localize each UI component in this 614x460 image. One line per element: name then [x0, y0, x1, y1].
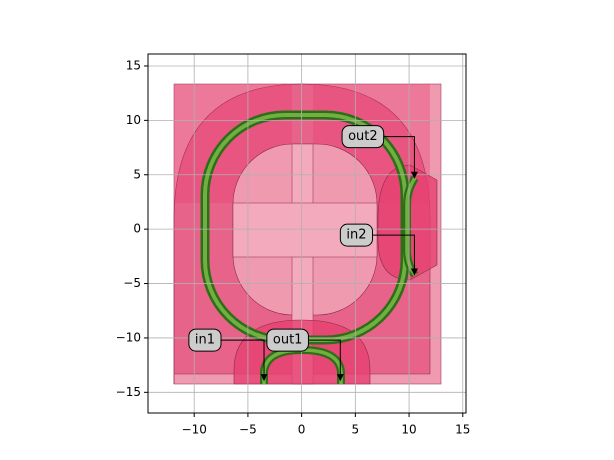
x-tick-label: 10 — [401, 423, 416, 437]
y-tick-label: 10 — [126, 113, 141, 127]
annotation-box — [188, 328, 222, 352]
annotation-label: out1 — [273, 333, 303, 348]
y-tick-label: −5 — [123, 276, 141, 290]
x-tick-label: −5 — [239, 423, 257, 437]
y-tick-label: −15 — [116, 385, 141, 399]
annotation-box — [339, 223, 373, 247]
axes-frame — [147, 53, 467, 414]
x-tick-label: 0 — [298, 423, 306, 437]
annotation-label: out2 — [348, 129, 378, 144]
drop-core — [405, 177, 417, 277]
annotation-label: in2 — [346, 228, 366, 243]
y-tick-label: 15 — [126, 58, 141, 72]
x-tick-label: 5 — [352, 423, 360, 437]
annotation-label: in1 — [195, 333, 215, 348]
x-tick-label: −10 — [182, 423, 207, 437]
annotation-box — [266, 328, 309, 352]
annotation-arrow — [204, 339, 268, 382]
y-tick-label: 5 — [133, 167, 141, 181]
y-tick-label: −10 — [116, 330, 141, 344]
annotation-box — [341, 125, 385, 149]
annotation-arrow — [356, 234, 418, 276]
x-tick-label: 15 — [455, 423, 470, 437]
y-tick-label: 0 — [133, 222, 141, 236]
